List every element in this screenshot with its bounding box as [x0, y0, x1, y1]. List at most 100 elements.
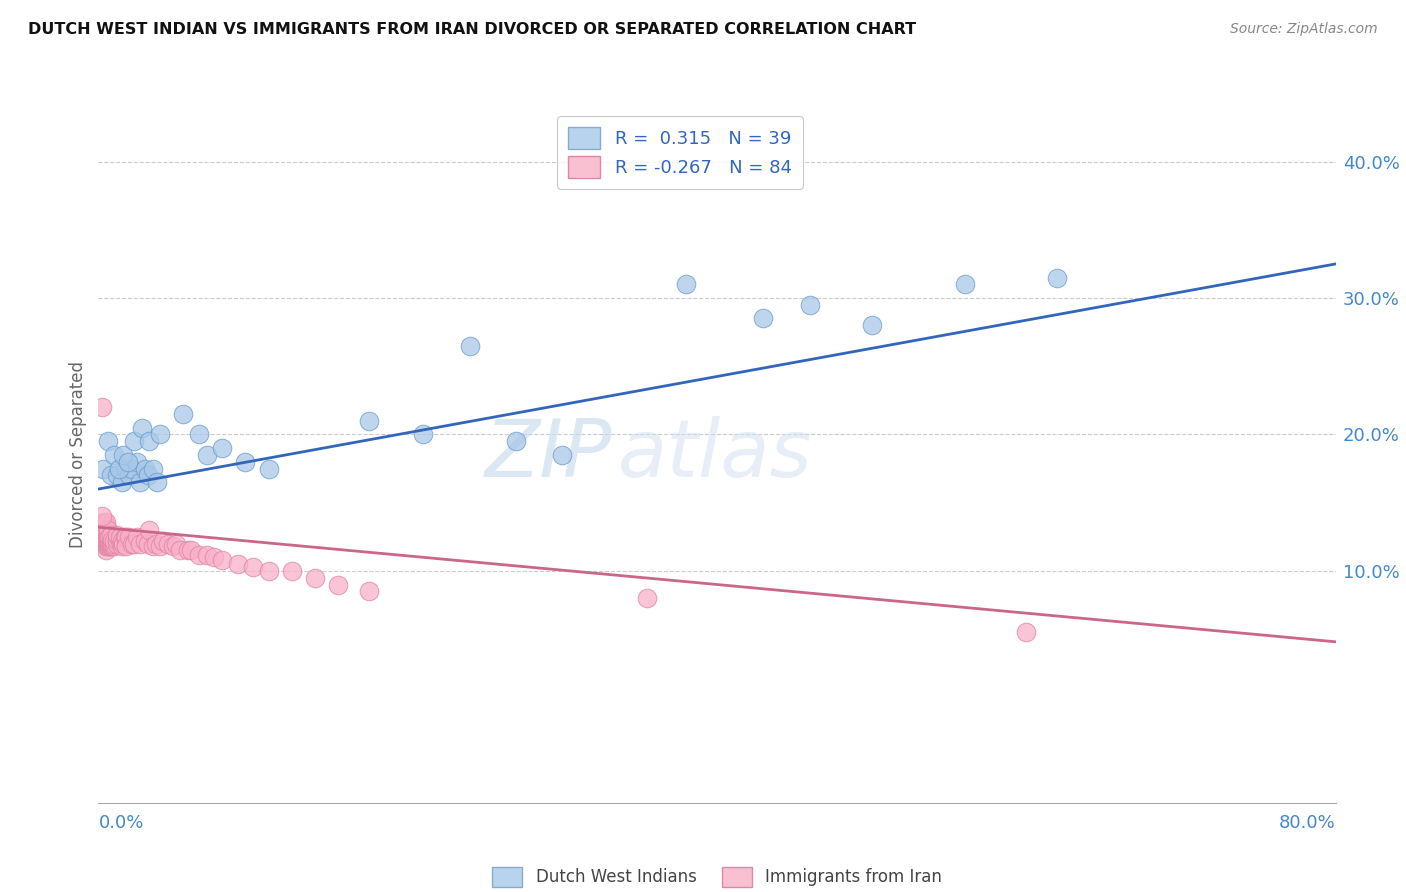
Point [121, 536, 143, 550]
Point [799, 298, 821, 312]
Point [180, 543, 202, 558]
Point [115, 539, 138, 553]
Point [111, 539, 134, 553]
Point [112, 536, 135, 550]
Point [91, 530, 114, 544]
Point [93, 516, 115, 530]
Point [136, 468, 159, 483]
Point [101, 536, 124, 550]
Point [112, 448, 135, 462]
Point [211, 553, 233, 567]
Point [91, 525, 114, 540]
Point [188, 427, 211, 442]
Point [111, 533, 134, 548]
Point [195, 448, 218, 462]
Point [412, 427, 434, 442]
Point [103, 533, 125, 548]
Point [101, 539, 124, 553]
Point [96, 530, 118, 544]
Point [173, 407, 195, 421]
Point [108, 533, 131, 548]
Point [90, 516, 112, 530]
Point [752, 311, 775, 326]
Point [98, 533, 121, 548]
Point [127, 530, 149, 544]
Point [1015, 625, 1038, 640]
Point [93, 520, 115, 534]
Point [242, 559, 264, 574]
Text: 0.0%: 0.0% [98, 814, 143, 831]
Point [98, 539, 121, 553]
Point [162, 539, 184, 553]
Point [91, 516, 114, 530]
Point [129, 536, 152, 550]
Point [134, 533, 156, 548]
Point [122, 536, 145, 550]
Point [93, 525, 115, 540]
Point [100, 533, 122, 547]
Text: DUTCH WEST INDIAN VS IMMIGRANTS FROM IRAN DIVORCED OR SEPARATED CORRELATION CHAR: DUTCH WEST INDIAN VS IMMIGRANTS FROM IRA… [28, 22, 917, 37]
Point [93, 533, 115, 548]
Point [105, 528, 128, 542]
Point [953, 277, 976, 292]
Point [149, 539, 172, 553]
Legend: Dutch West Indians, Immigrants from Iran: Dutch West Indians, Immigrants from Iran [485, 860, 949, 892]
Point [96, 519, 118, 533]
Point [675, 277, 697, 292]
Point [211, 441, 233, 455]
Point [326, 577, 350, 591]
Point [142, 539, 165, 553]
Point [96, 533, 118, 548]
Point [1046, 270, 1069, 285]
Point [100, 539, 122, 553]
Point [304, 571, 326, 585]
Text: atlas: atlas [619, 416, 813, 494]
Point [90, 523, 112, 537]
Point [97, 536, 120, 550]
Point [101, 533, 124, 547]
Point [146, 475, 169, 490]
Point [105, 533, 128, 547]
Point [90, 530, 112, 544]
Point [97, 434, 120, 449]
Point [91, 536, 114, 550]
Point [96, 539, 118, 553]
Point [111, 475, 134, 490]
Point [93, 530, 115, 544]
Point [257, 461, 280, 475]
Point [90, 509, 112, 524]
Point [118, 468, 141, 483]
Point [96, 515, 118, 529]
Point [93, 523, 115, 537]
Point [226, 557, 249, 571]
Point [636, 591, 658, 606]
Text: ZIP: ZIP [485, 416, 612, 494]
Point [142, 461, 165, 475]
Point [118, 530, 141, 544]
Point [235, 455, 257, 469]
Point [505, 434, 527, 449]
Point [103, 539, 125, 553]
Point [90, 400, 112, 414]
Point [138, 434, 160, 449]
Y-axis label: Divorced or Separated: Divorced or Separated [69, 361, 87, 549]
Point [91, 461, 114, 475]
Point [138, 523, 160, 537]
Point [91, 523, 114, 537]
Point [96, 523, 118, 537]
Point [97, 523, 120, 537]
Point [98, 536, 121, 550]
Point [108, 530, 131, 544]
Point [100, 536, 122, 550]
Point [127, 455, 149, 469]
Point [204, 550, 226, 565]
Point [188, 548, 211, 562]
Point [357, 414, 380, 428]
Point [458, 339, 481, 353]
Point [107, 461, 129, 475]
Point [149, 427, 172, 442]
Point [169, 543, 191, 558]
Point [97, 533, 120, 547]
Point [257, 564, 280, 578]
Point [122, 434, 145, 449]
